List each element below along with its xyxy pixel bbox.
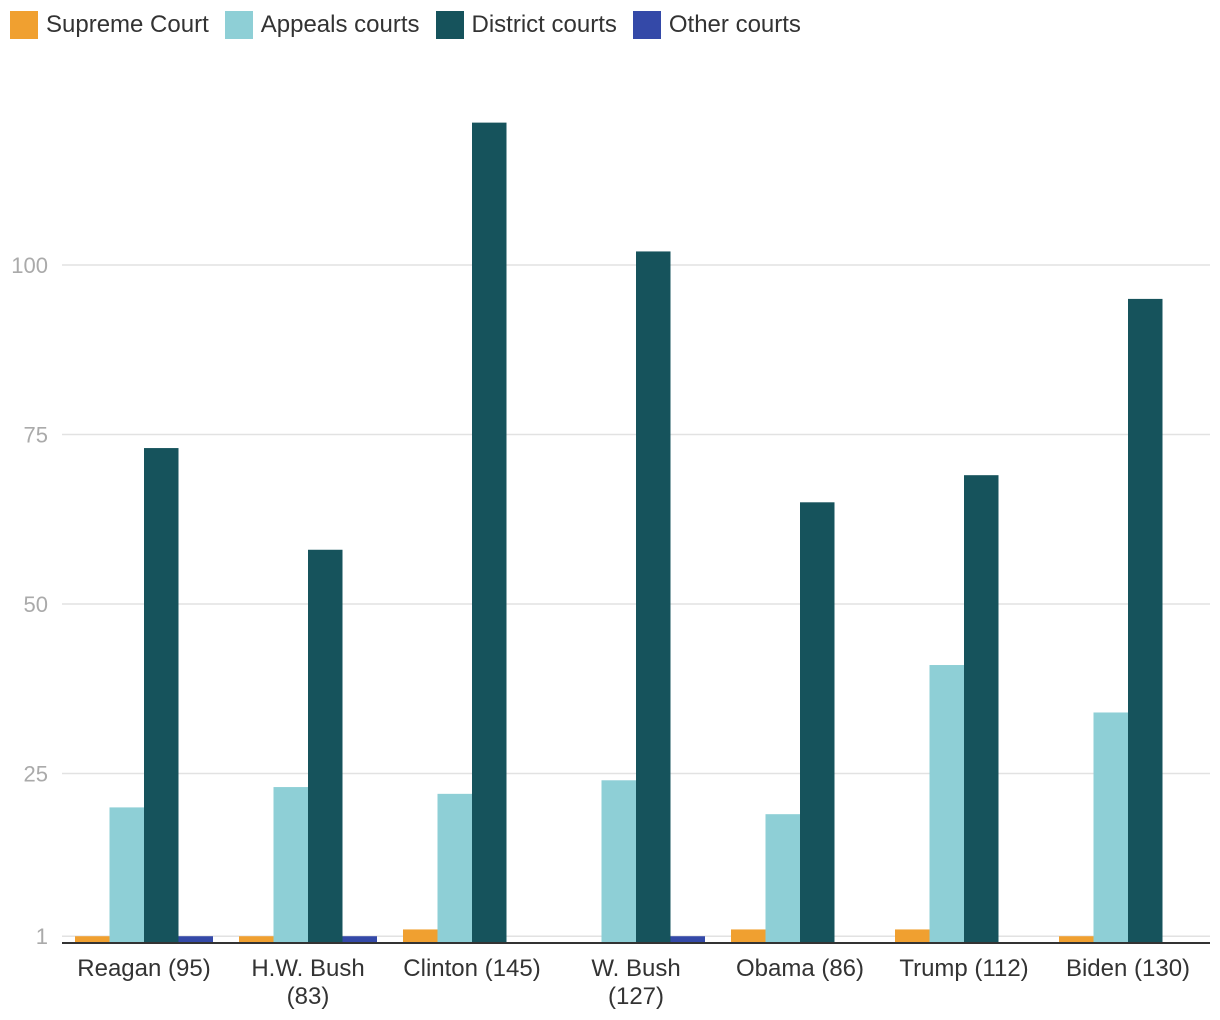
y-tick-label: 25 — [24, 762, 48, 787]
legend-swatch — [224, 11, 253, 39]
bar — [895, 929, 930, 943]
y-tick-label: 100 — [11, 253, 48, 278]
bar — [1093, 712, 1128, 943]
bar — [1059, 936, 1094, 943]
bar — [472, 122, 507, 944]
legend-swatch — [632, 11, 661, 39]
bar — [437, 793, 472, 943]
bar — [964, 475, 999, 943]
bar — [109, 807, 144, 943]
bar — [765, 814, 800, 943]
legend-label: Appeals courts — [260, 11, 420, 38]
legend-item-other-courts: Other courts — [632, 11, 801, 39]
bar — [403, 929, 438, 943]
bar — [75, 936, 110, 943]
bar — [178, 936, 213, 943]
y-tick-label: 1 — [36, 924, 48, 949]
bar — [670, 936, 705, 943]
x-tick-label: (127) — [608, 983, 664, 1010]
bar — [273, 787, 308, 943]
bar — [342, 936, 377, 943]
x-tick-label: W. Bush — [591, 955, 680, 982]
bar — [144, 448, 179, 943]
x-tick-label: Reagan (95) — [77, 955, 210, 982]
x-tick-label: Biden (130) — [1066, 955, 1190, 982]
bar — [1128, 298, 1163, 943]
x-tick-label: (83) — [287, 983, 330, 1010]
legend-label: District courts — [471, 11, 617, 38]
bar — [636, 251, 671, 943]
bar — [308, 549, 343, 943]
legend-item-district-courts: District courts — [435, 11, 617, 39]
legend-swatch — [10, 11, 38, 39]
legend-item-appeals-courts: Appeals courts — [224, 11, 420, 39]
legend-label: Supreme Court — [46, 11, 209, 38]
y-tick-label: 50 — [24, 592, 48, 617]
y-tick-label: 75 — [24, 423, 48, 448]
x-tick-label: Clinton (145) — [403, 955, 540, 982]
bar — [929, 665, 964, 943]
x-tick-label: Trump (112) — [899, 955, 1028, 982]
x-tick-label: H.W. Bush — [251, 955, 364, 982]
bar — [731, 929, 766, 943]
bar — [800, 502, 835, 943]
bar — [239, 936, 274, 943]
x-tick-label: Obama (86) — [736, 955, 864, 982]
legend: Supreme Court Appeals courts District co… — [10, 11, 817, 39]
bar — [601, 780, 636, 943]
legend-item-supreme-court: Supreme Court — [10, 11, 209, 39]
legend-label: Other courts — [668, 11, 801, 38]
legend-swatch — [435, 11, 464, 39]
